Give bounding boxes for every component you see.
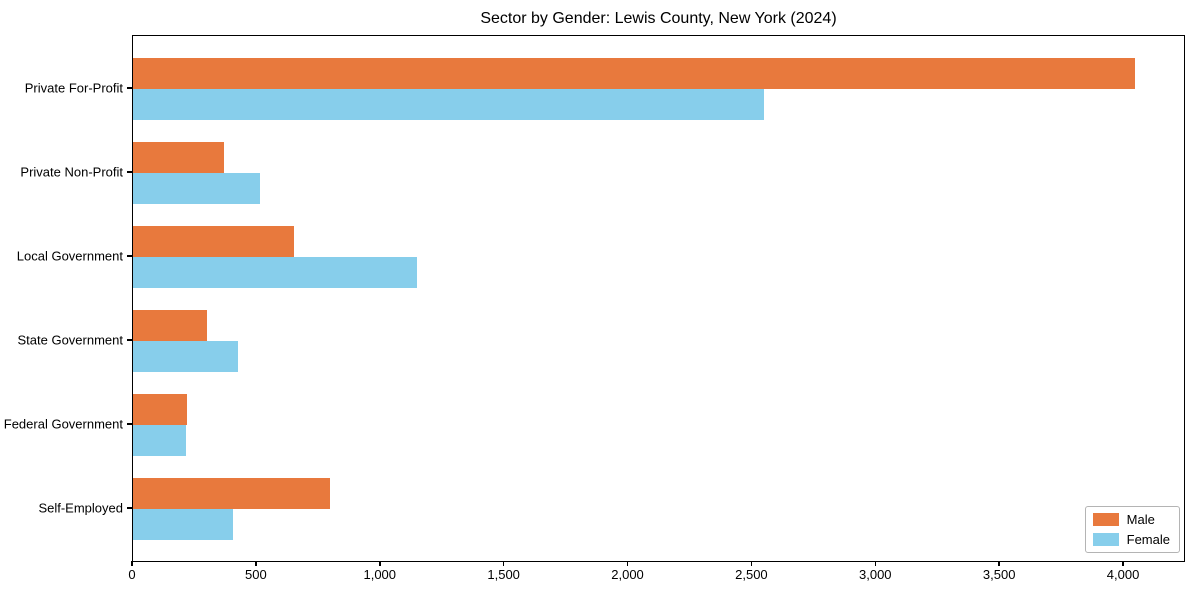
bar-female-4: [133, 425, 187, 456]
y-tick-mark: [127, 339, 132, 341]
bar-male-0: [133, 58, 1135, 89]
y-tick-mark: [127, 255, 132, 257]
y-tick-label: Federal Government: [3, 416, 123, 432]
x-tick-label: 1,000: [363, 567, 397, 582]
x-tick-label: 2,000: [611, 567, 644, 582]
x-tick-label: 3,000: [859, 567, 892, 582]
y-tick-mark: [127, 423, 132, 425]
plot-area: Male Female: [132, 35, 1185, 562]
y-tick-mark: [127, 87, 132, 89]
bar-group: [133, 226, 1184, 288]
y-tick-mark: [127, 171, 132, 173]
x-tick-mark: [998, 561, 1000, 566]
bar-group: [133, 58, 1184, 120]
x-tick-mark: [255, 561, 257, 566]
legend-label: Male: [1126, 512, 1155, 527]
x-tick-label: 1,500: [487, 567, 520, 582]
y-tick-label: Local Government: [16, 248, 123, 264]
x-tick-label: 3,500: [982, 567, 1016, 582]
legend-swatch-male: [1092, 513, 1119, 526]
y-tick-label: Private Non-Profit: [20, 164, 123, 180]
bar-female-3: [133, 341, 239, 372]
bar-male-5: [133, 478, 330, 509]
y-tick-label: Private For-Profit: [24, 80, 123, 96]
chart-title: Sector by Gender: Lewis County, New York…: [480, 10, 837, 27]
bar-group: [133, 394, 1184, 456]
legend-label: Female: [1126, 532, 1170, 547]
x-tick-label: 4,000: [1106, 567, 1140, 582]
legend-item-female: Female: [1092, 532, 1170, 547]
x-tick-label: 2,500: [735, 567, 768, 582]
bar-female-2: [133, 257, 418, 288]
bar-group: [133, 310, 1184, 372]
x-tick-mark: [874, 561, 877, 566]
bar-male-1: [133, 142, 225, 173]
x-tick-mark: [379, 561, 381, 566]
legend-item-male: Male: [1092, 512, 1170, 527]
x-tick-mark: [750, 561, 753, 566]
y-tick-mark: [127, 507, 132, 509]
bar-male-4: [133, 394, 188, 425]
y-tick-label: Self-Employed: [38, 500, 123, 516]
x-tick-mark: [131, 561, 133, 566]
legend: Male Female: [1084, 506, 1180, 553]
x-tick-label: 500: [245, 567, 267, 582]
bar-group: [133, 478, 1184, 540]
x-tick-mark: [626, 561, 629, 566]
bar-female-1: [133, 173, 261, 204]
x-tick-mark: [1122, 561, 1124, 566]
y-tick-label: State Government: [17, 332, 124, 348]
bar-female-5: [133, 509, 234, 540]
bar-male-2: [133, 226, 294, 257]
x-tick-label: 0: [128, 567, 136, 582]
bar-group: [133, 142, 1184, 204]
bar-female-0: [133, 89, 764, 120]
legend-swatch-female: [1092, 533, 1119, 546]
x-tick-mark: [502, 561, 505, 566]
bar-male-3: [133, 310, 208, 341]
